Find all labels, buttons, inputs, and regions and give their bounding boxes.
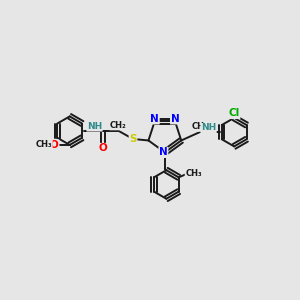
Text: N: N (171, 114, 179, 124)
Text: CH₃: CH₃ (185, 169, 202, 178)
Text: N: N (150, 114, 159, 124)
Text: NH: NH (87, 122, 102, 131)
Text: CH₂: CH₂ (191, 122, 208, 131)
Text: N: N (159, 147, 168, 158)
Text: NH: NH (201, 124, 216, 133)
Text: CH₂: CH₂ (110, 121, 127, 130)
Text: O: O (98, 143, 107, 154)
Text: S: S (129, 134, 137, 144)
Text: Cl: Cl (229, 108, 240, 118)
Text: O: O (50, 140, 58, 150)
Text: CH₃: CH₃ (35, 140, 52, 149)
